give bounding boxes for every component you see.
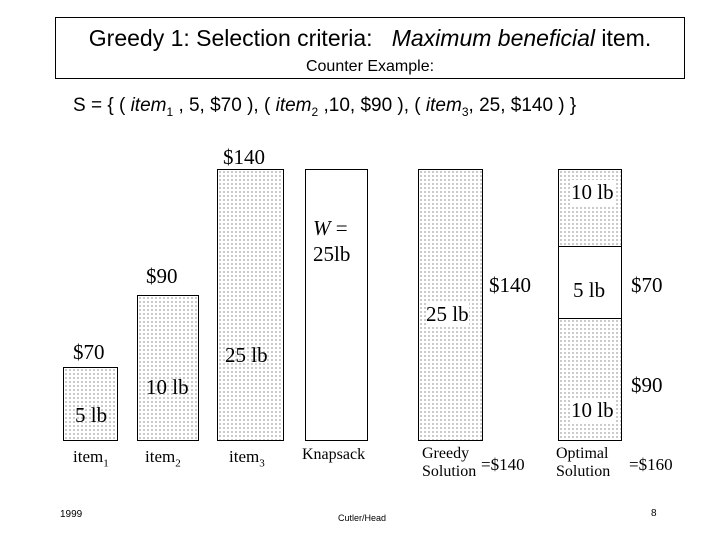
- optimal-label: Optimal Solution: [556, 445, 611, 480]
- footer-year: 1999: [60, 509, 83, 520]
- optimal-mid-value: $70: [631, 273, 663, 297]
- knapsack-capacity: W = 25lb: [313, 216, 351, 266]
- knapsack-box: [305, 169, 368, 441]
- greedy-value: $140: [489, 273, 531, 297]
- item1-weight: 5 lb: [75, 403, 108, 427]
- item2-box: [137, 295, 199, 441]
- item3-label: item3: [229, 447, 265, 470]
- optimal-mid-weight: 5 lb: [573, 278, 606, 302]
- title-suffix: item.: [601, 25, 652, 51]
- optimal-top-weight: 10 lb: [571, 180, 614, 205]
- title-prefix: Greedy 1: Selection criteria:: [88, 25, 373, 51]
- item3-weight: 25 lb: [225, 343, 268, 367]
- item2-value: $90: [146, 264, 178, 288]
- item3-value: $140: [223, 145, 265, 169]
- title-box: [55, 17, 685, 79]
- title-italic: Maximum beneficial: [391, 25, 595, 51]
- optimal-bottom-weight: 10 lb: [571, 398, 614, 423]
- subtitle: Counter Example:: [305, 58, 435, 75]
- greedy-weight: 25 lb: [426, 302, 469, 327]
- item2-weight: 10 lb: [146, 375, 189, 399]
- footer-author: Cutler/Head: [338, 513, 387, 523]
- optimal-total: =$160: [629, 455, 673, 474]
- greedy-total: =$140: [481, 455, 525, 474]
- optimal-bottom-value: $90: [631, 373, 663, 397]
- slide-title: Greedy 1: Selection criteria: Maximum be…: [55, 25, 685, 52]
- knapsack-label: Knapsack: [302, 446, 366, 463]
- item1-label: item1: [73, 447, 109, 470]
- optimal-mid-segment: [558, 246, 622, 319]
- item3-box: [217, 169, 284, 441]
- footer-page-number: 8: [651, 508, 657, 519]
- item1-box: [63, 367, 118, 441]
- greedy-label: Greedy Solution: [422, 445, 477, 480]
- item2-label: item2: [145, 447, 181, 470]
- set-definition: S = { ( item1 , 5, $70 ), ( item2 ,10, $…: [73, 95, 577, 119]
- item1-value: $70: [73, 340, 105, 364]
